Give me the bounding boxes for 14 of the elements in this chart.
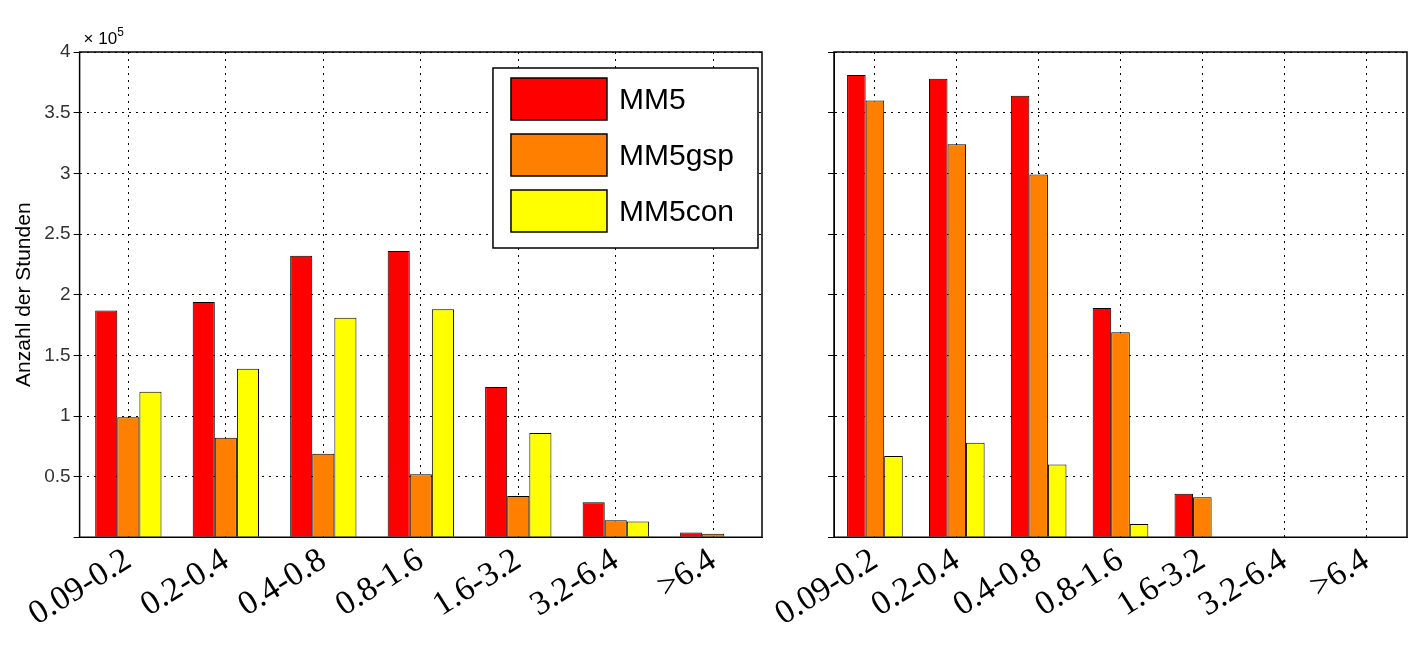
y-tick-label: 1: [60, 404, 71, 426]
y-tick-label: 3.5: [44, 100, 71, 122]
legend-label: MM5con: [618, 194, 735, 228]
y-tick-label: 1.5: [44, 343, 71, 365]
y-tick-label: 2.5: [44, 222, 71, 244]
legend-label: MM5: [618, 82, 686, 116]
y-tick-label: 4: [60, 40, 72, 62]
y-tick-label: 0.5: [44, 464, 71, 486]
x-tick-label: >6.4: [649, 539, 722, 604]
y-tick-label: 2: [60, 282, 71, 304]
y-axis-title: Anzahl der Stunden: [11, 202, 35, 387]
x-tick-label: >6.4: [1302, 539, 1375, 604]
y-tick-label: 3: [60, 161, 71, 183]
legend-label: MM5gsp: [618, 138, 735, 172]
